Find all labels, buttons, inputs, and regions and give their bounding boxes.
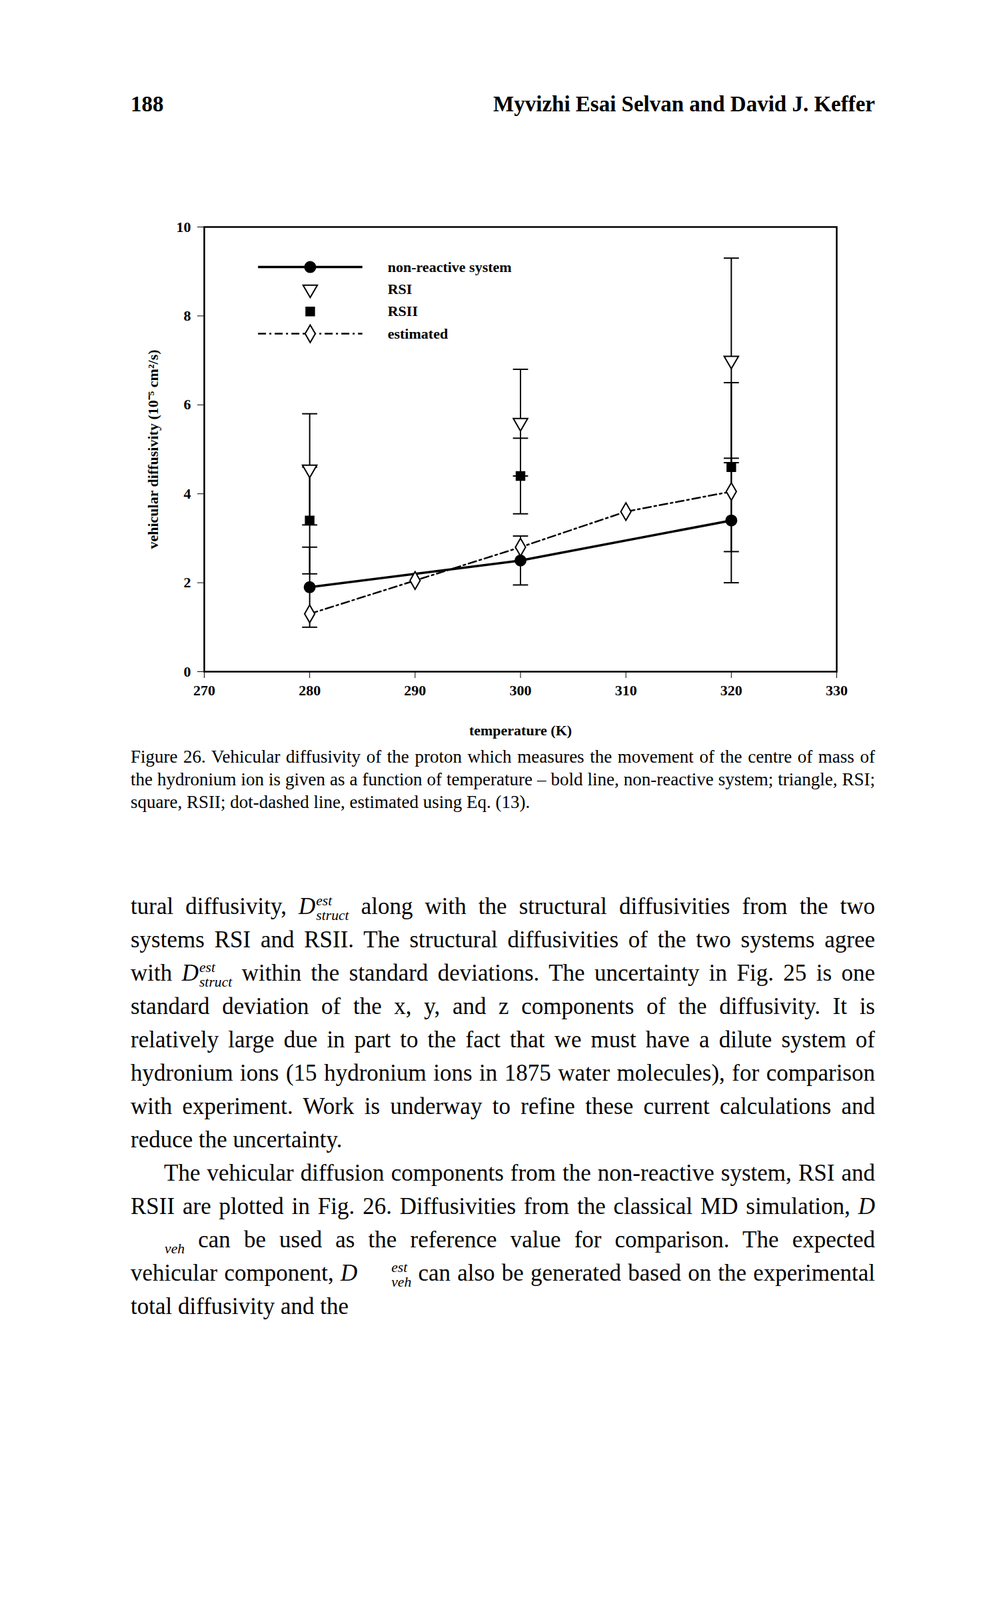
svg-text:temperature (K): temperature (K) [469, 721, 572, 739]
html-text:vehcan also be generated based: vehcan also be generated based on the ex… [130, 1259, 876, 1319]
html-text:est: est [391, 1259, 408, 1276]
svg-text:estimated: estimated [387, 325, 448, 342]
svg-text:270: 270 [193, 681, 216, 699]
svg-text:2: 2 [183, 573, 192, 591]
html-text:188: 188 [130, 91, 164, 116]
svg-text:300: 300 [509, 681, 532, 699]
svg-text:0: 0 [183, 663, 192, 680]
html-text:Figure 26. Vehicular diffusivi: Figure 26. Vehicular diffusivity of the … [130, 746, 876, 812]
html-text:structwithin the standard devi: structwithin the standard deviations. Th… [130, 959, 876, 1153]
html-text:The vehicular diffusion compon: The vehicular diffusion components from … [130, 1159, 876, 1219]
svg-text:6: 6 [183, 395, 192, 413]
svg-text:non-reactive system: non-reactive system [387, 258, 512, 276]
svg-text:310: 310 [615, 681, 638, 699]
svg-text:280: 280 [298, 681, 321, 699]
html-text:Myvizhi Esai Selvan and David: Myvizhi Esai Selvan and David J. Keffer [493, 91, 876, 116]
svg-text:10: 10 [176, 218, 192, 236]
svg-text:4: 4 [183, 485, 192, 502]
svg-text:RSII: RSII [387, 302, 418, 320]
html-text:vehcan be used as the referenc: vehcan be used as the reference value fo… [130, 1226, 876, 1286]
html-text:tural diffusivity, Dest: tural diffusivity, Dest [130, 892, 333, 920]
svg-text:330: 330 [825, 681, 848, 699]
svg-text:320: 320 [720, 681, 743, 699]
svg-text:RSI: RSI [387, 280, 413, 298]
svg-text:8: 8 [183, 307, 192, 324]
svg-text:vehicular diffusivity (10⁻⁵ cm: vehicular diffusivity (10⁻⁵ cm²/s) [144, 349, 162, 549]
svg-text:290: 290 [403, 681, 426, 699]
html-text:structalong with the structura: structalong with the structural diffusiv… [130, 893, 876, 986]
